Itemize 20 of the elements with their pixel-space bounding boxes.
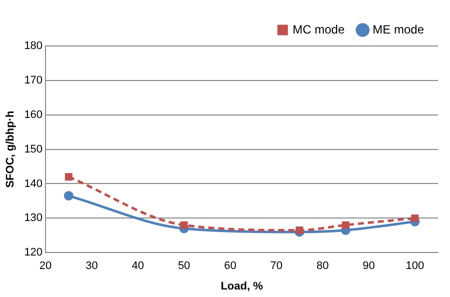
y-tick-label: 160 xyxy=(24,108,43,121)
x-tick-label: 30 xyxy=(86,260,98,272)
x-tick-label: 70 xyxy=(270,260,283,272)
legend-label: MC mode xyxy=(292,22,345,36)
y-axis-title: SFOC, g/bhp·h xyxy=(4,110,17,188)
x-tick-label: 90 xyxy=(362,260,375,272)
x-tick-label: 100 xyxy=(406,260,424,272)
y-tick-label: 180 xyxy=(24,40,43,52)
legend-label: ME mode xyxy=(372,22,424,36)
y-tick-label: 140 xyxy=(24,178,43,190)
y-tick-label: 150 xyxy=(24,143,43,156)
x-tick-label: 60 xyxy=(224,260,236,272)
x-tick-label: 80 xyxy=(316,260,329,272)
x-tick-label: 40 xyxy=(132,260,144,272)
x-tick-label: 50 xyxy=(178,260,190,272)
x-axis-title: Load, % xyxy=(220,280,264,292)
y-tick-label: 130 xyxy=(24,212,43,224)
x-tick-label: 20 xyxy=(39,260,52,272)
y-tick-label: 120 xyxy=(24,246,43,259)
y-tick-label: 170 xyxy=(24,74,43,86)
